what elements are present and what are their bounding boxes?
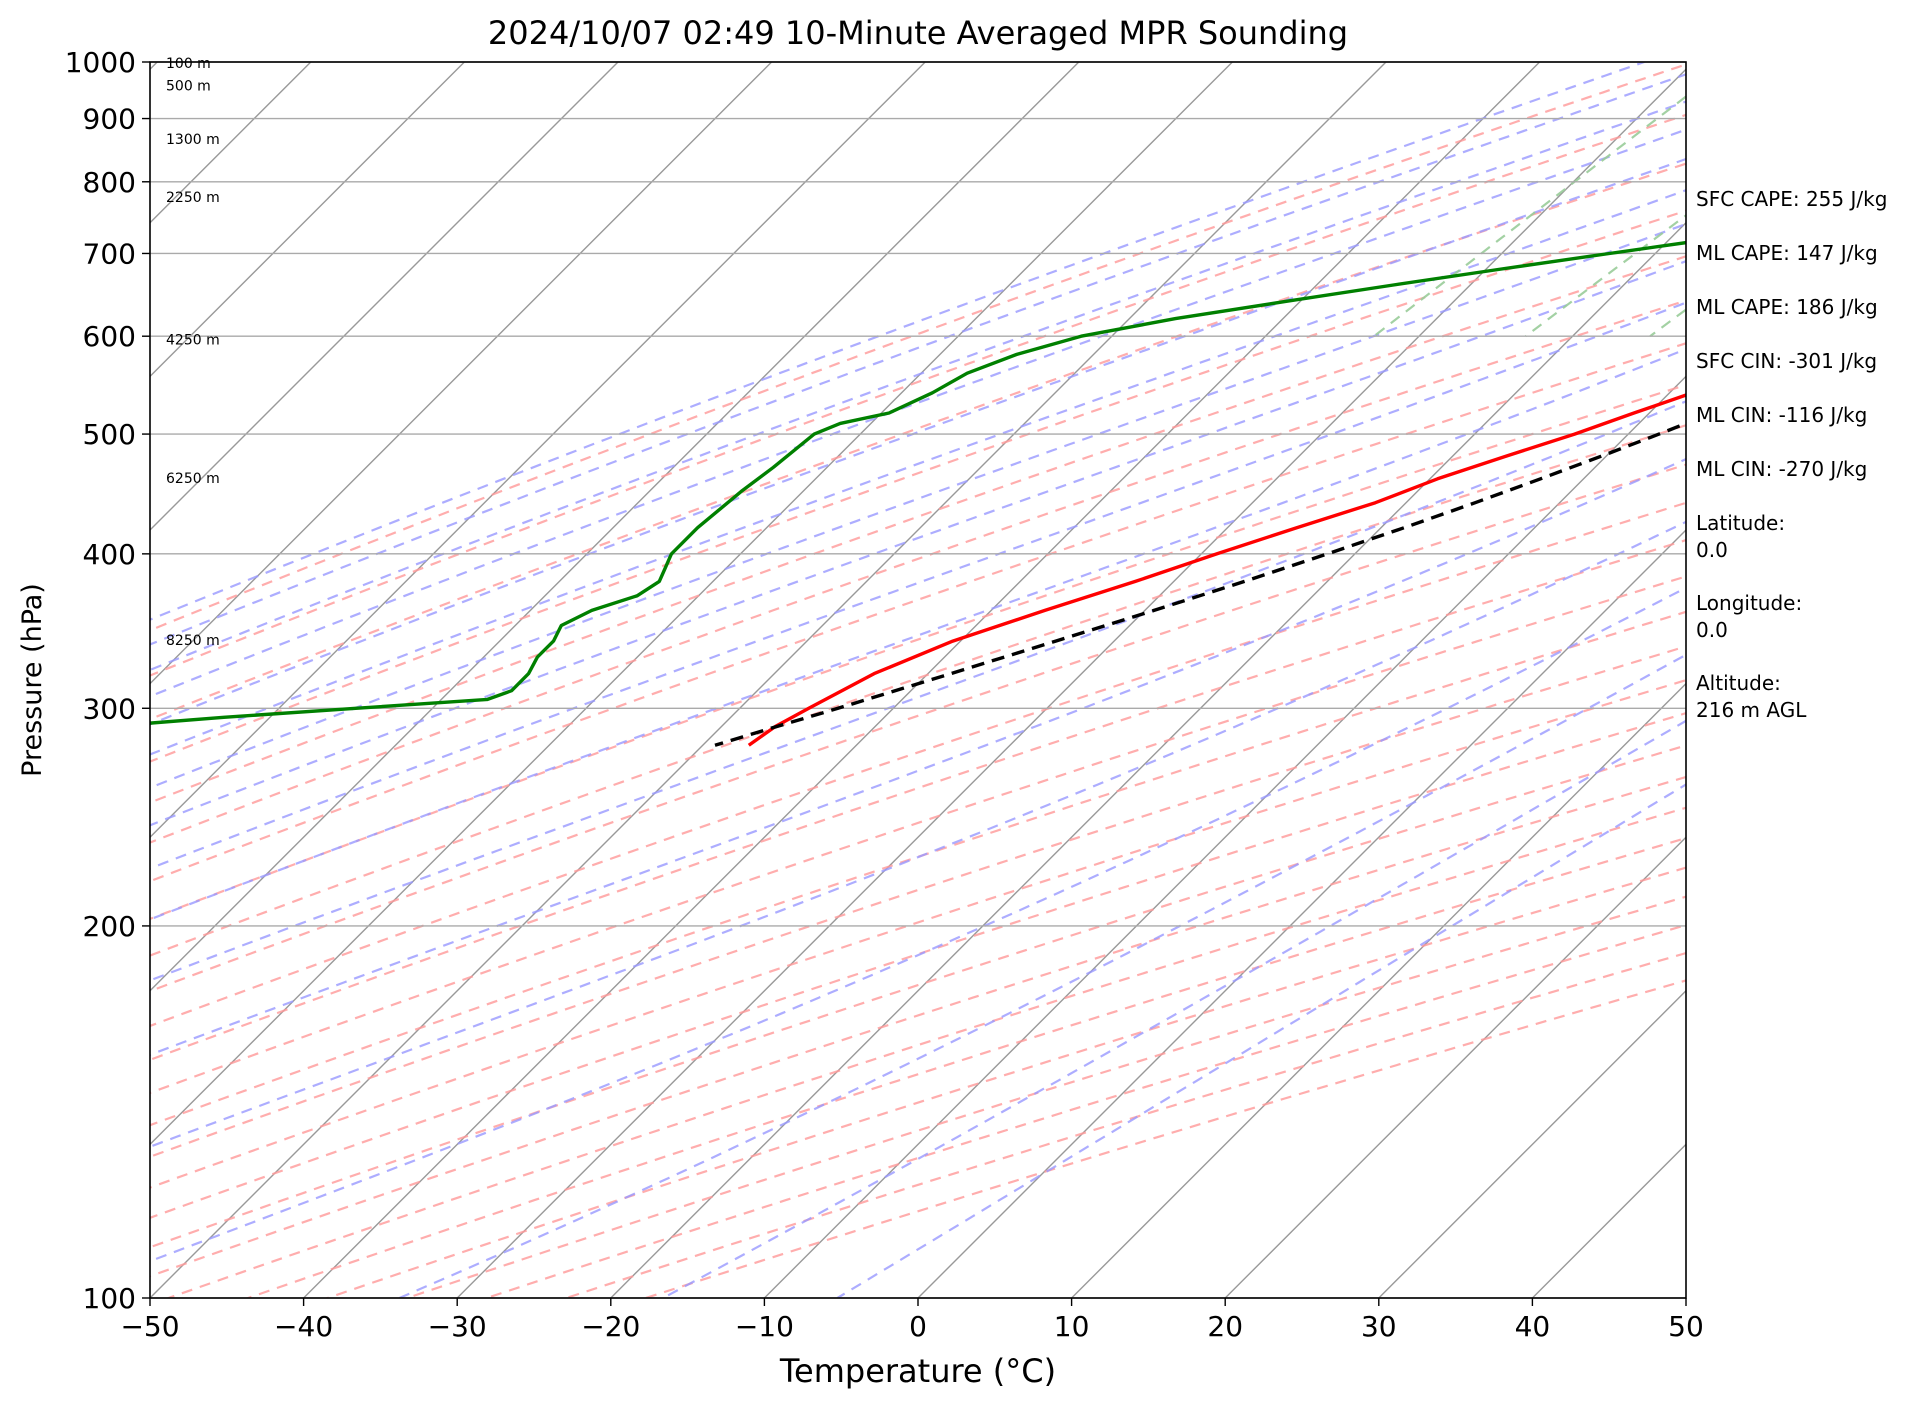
x-tick-label: 0 [909, 1310, 927, 1343]
mixing-ratio-line [1374, 62, 1731, 336]
moist-adiabat-line [0, 36, 1921, 1298]
latitude-value: 0.0 [1696, 537, 1916, 564]
height-label: 500 m [166, 79, 211, 95]
height-label: 1300 m [166, 132, 220, 148]
stat-ml-cape-2: ML CAPE: 186 J/kg [1696, 294, 1916, 348]
x-tick-label: 10 [1054, 1310, 1090, 1343]
height-label: 100 m [166, 56, 211, 72]
x-tick-label: 40 [1515, 1310, 1551, 1343]
isotherm-line [0, 11, 976, 1355]
height-label: 8250 m [166, 633, 220, 649]
dry-adiabat-line [91, 36, 1921, 1326]
moist-adiabat-line [0, 36, 1921, 1298]
y-tick-label: 500 [83, 418, 136, 451]
latitude-label: Latitude: [1696, 510, 1916, 537]
isotherm-line [401, 11, 1745, 1355]
stat-ml-cin-2: ML CIN: -270 J/kg [1696, 456, 1916, 510]
x-tick-label: 30 [1361, 1310, 1397, 1343]
latitude-block: Latitude: 0.0 [1696, 510, 1916, 590]
stat-ml-cin: ML CIN: -116 J/kg [1696, 402, 1916, 456]
altitude-block: Altitude: 216 m AGL [1696, 670, 1916, 750]
stats-panel: SFC CAPE: 255 J/kg ML CAPE: 147 J/kg ML … [1696, 186, 1916, 750]
dry-adiabat-line [169, 36, 1921, 1326]
height-label: 4250 m [166, 333, 220, 349]
y-tick-label: 800 [83, 166, 136, 199]
longitude-value: 0.0 [1696, 617, 1916, 644]
stat-sfc-cape: SFC CAPE: 255 J/kg [1696, 186, 1916, 240]
moist-adiabat-line [0, 36, 1719, 1298]
moist-adiabat-line [0, 36, 1921, 1298]
sounding-lines [67, 65, 1921, 746]
x-tick-label: −20 [581, 1310, 640, 1343]
x-tick-label: 50 [1668, 1310, 1704, 1343]
stat-ml-cape: ML CAPE: 147 J/kg [1696, 240, 1916, 294]
longitude-block: Longitude: 0.0 [1696, 590, 1916, 670]
dry-adiabat-line [13, 36, 1921, 1326]
dry-adiabat-line [405, 36, 1921, 1326]
y-tick-label: 900 [83, 103, 136, 136]
y-tick-label: 1000 [65, 46, 136, 79]
axis-ticks: 1000900800700600500400300200100−50−40−30… [65, 46, 1704, 1343]
x-axis-label: Temperature (°C) [779, 1352, 1056, 1390]
moist-adiabat-line [0, 36, 1921, 1298]
altitude-label: Altitude: [1696, 670, 1916, 697]
x-tick-label: −50 [120, 1310, 179, 1343]
altitude-value: 216 m AGL [1696, 697, 1916, 724]
y-tick-label: 300 [83, 692, 136, 725]
moist-adiabat-line [0, 36, 1921, 1298]
x-tick-label: −30 [428, 1310, 487, 1343]
y-tick-label: 200 [83, 910, 136, 943]
moist-adiabat-line [0, 36, 1921, 1298]
moist-adiabat-line [0, 36, 1921, 1298]
chart-title: 2024/10/07 02:49 10-Minute Averaged MPR … [488, 14, 1348, 52]
longitude-label: Longitude: [1696, 590, 1916, 617]
height-label: 2250 m [166, 190, 220, 206]
x-tick-label: 20 [1207, 1310, 1243, 1343]
plot-frame [150, 62, 1686, 1298]
moist-adiabat-line [0, 36, 1921, 1298]
isotherm-line [0, 11, 823, 1355]
x-tick-label: −10 [735, 1310, 794, 1343]
y-axis-label: Pressure (hPa) [17, 583, 48, 777]
y-tick-label: 600 [83, 320, 136, 353]
pressure-gridlines [150, 62, 1686, 1298]
moist-adiabat-line [0, 36, 1921, 1298]
y-tick-label: 400 [83, 538, 136, 571]
dry-adiabat-line [0, 36, 1772, 1326]
x-tick-label: −40 [274, 1310, 333, 1343]
background-lines [0, 11, 1921, 1355]
moist-adiabat-line [0, 36, 1921, 1298]
height-label: 6250 m [166, 471, 220, 487]
y-tick-label: 700 [83, 237, 136, 270]
isotherm-line [0, 11, 362, 1355]
stat-sfc-cin: SFC CIN: -301 J/kg [1696, 348, 1916, 402]
